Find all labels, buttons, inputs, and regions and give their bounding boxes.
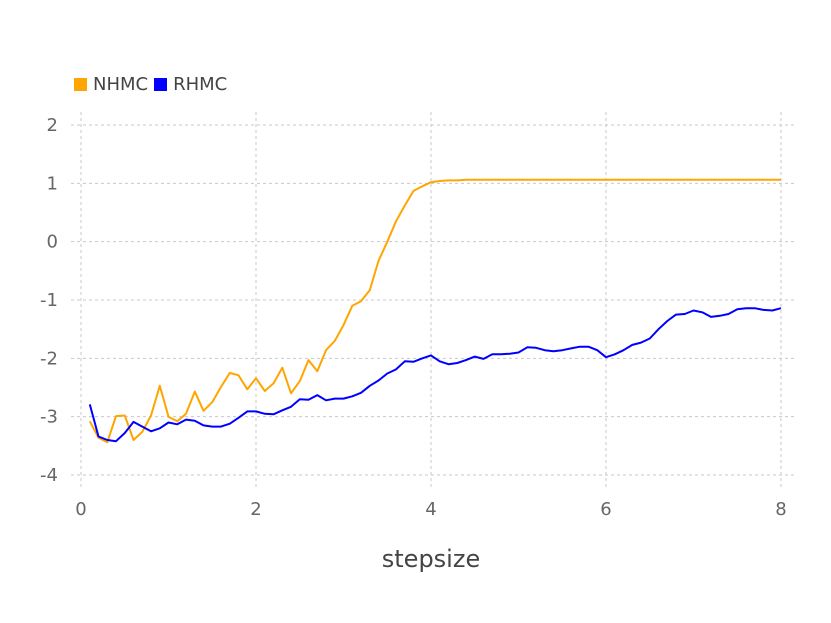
y-tick-label: -2 bbox=[40, 348, 58, 369]
x-axis-title: stepsize bbox=[382, 545, 480, 573]
legend-swatch-rhmc bbox=[154, 78, 168, 91]
legend-label-nhmc: NHMC bbox=[93, 74, 149, 95]
series-lines bbox=[88, 178, 782, 444]
y-tick-label: 0 bbox=[47, 232, 58, 253]
y-axis-ticks: 2 1 0 -1 -2 -3 -4 bbox=[40, 115, 58, 486]
y-tick-label: -3 bbox=[40, 407, 58, 428]
y-tick-label: 1 bbox=[47, 173, 58, 194]
legend-item-rhmc: RHMC bbox=[154, 74, 227, 95]
x-tick-label: 0 bbox=[75, 499, 86, 520]
grid bbox=[71, 112, 796, 490]
x-tick-label: 6 bbox=[600, 499, 611, 520]
y-tick-label: 2 bbox=[47, 115, 58, 136]
x-tick-label: 4 bbox=[425, 499, 436, 520]
x-tick-label: 8 bbox=[775, 499, 786, 520]
y-tick-label: -1 bbox=[40, 290, 58, 311]
x-tick-label: 2 bbox=[250, 499, 261, 520]
series-line-rhmc bbox=[88, 307, 782, 443]
legend-item-nhmc: NHMC bbox=[74, 74, 148, 95]
legend-label-rhmc: RHMC bbox=[173, 74, 228, 95]
series-line-nhmc bbox=[88, 178, 781, 444]
legend: NHMC RHMC bbox=[74, 74, 233, 95]
legend-swatch-nhmc bbox=[74, 78, 87, 91]
y-tick-label: -4 bbox=[40, 465, 58, 486]
x-axis-ticks: 0 2 4 6 8 bbox=[75, 499, 786, 520]
